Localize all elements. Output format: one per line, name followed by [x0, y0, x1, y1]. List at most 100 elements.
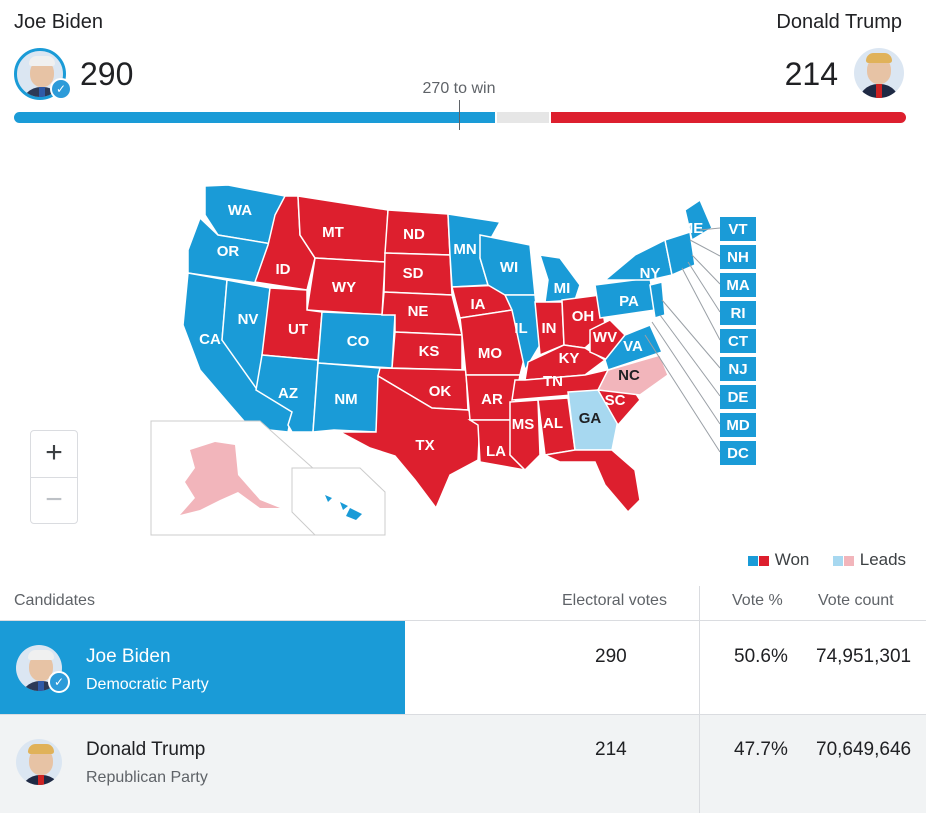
- table-row-trump[interactable]: Donald Trump Republican Party 214 47.7% …: [0, 715, 926, 813]
- svg-text:PA: PA: [619, 293, 639, 310]
- winner-check-icon: ✓: [50, 78, 72, 100]
- svg-text:TN: TN: [543, 373, 563, 390]
- row-divider: [0, 714, 926, 715]
- svg-text:RI: RI: [731, 305, 746, 322]
- state-MS: [509, 399, 541, 472]
- svg-text:MA: MA: [726, 277, 749, 294]
- svg-text:ND: ND: [403, 226, 425, 243]
- biden-row-highlight: [0, 621, 405, 714]
- svg-text:AZ: AZ: [278, 385, 298, 402]
- threshold-marker: [459, 100, 460, 130]
- svg-text:NM: NM: [334, 391, 357, 408]
- electoral-map[interactable]: WA OR CA NV ID MT WY UT AZ CO NM ND SD NE KS OK TX M…: [0, 0, 926, 545]
- state-NC: [596, 354, 669, 396]
- col-vote-pct: Vote %: [732, 592, 783, 609]
- svg-text:KY: KY: [559, 350, 580, 367]
- zoom-out-button[interactable]: −: [31, 477, 77, 524]
- svg-text:NH: NH: [727, 249, 749, 266]
- state-IL: [503, 294, 541, 373]
- trump-row-avatar: [16, 739, 62, 785]
- svg-text:WA: WA: [228, 202, 252, 219]
- trump-avatar: [854, 48, 904, 98]
- box-VT: VT: [720, 217, 756, 241]
- legend-won: Won: [748, 550, 809, 570]
- state-NM: [312, 362, 381, 433]
- svg-text:IN: IN: [542, 320, 557, 337]
- svg-text:VT: VT: [728, 221, 747, 238]
- box-NJ: NJ: [720, 357, 756, 381]
- trump-name: Donald Trump: [776, 11, 902, 33]
- svg-text:CT: CT: [728, 333, 748, 350]
- biden-progress-bar: [14, 112, 495, 123]
- col-separator: [699, 586, 700, 813]
- svg-text:CA: CA: [199, 331, 221, 348]
- undecided-progress-bar: [497, 112, 549, 123]
- col-electoral: Electoral votes: [562, 592, 667, 609]
- trump-row-count: 70,649,646: [816, 739, 912, 760]
- biden-row-name: Joe Biden: [86, 646, 171, 667]
- legend-leads-label: Leads: [859, 550, 907, 569]
- svg-text:OK: OK: [429, 383, 452, 400]
- col-vote-count: Vote count: [818, 592, 894, 609]
- box-MD: MD: [720, 413, 756, 437]
- svg-text:IA: IA: [471, 296, 486, 313]
- state-FL: [542, 449, 641, 514]
- svg-text:SD: SD: [403, 265, 424, 282]
- svg-text:WV: WV: [593, 329, 617, 346]
- svg-text:NV: NV: [238, 311, 259, 328]
- svg-text:MD: MD: [726, 417, 749, 434]
- svg-text:OH: OH: [572, 308, 595, 325]
- svg-text:NE: NE: [408, 303, 429, 320]
- svg-text:NC: NC: [618, 367, 640, 384]
- svg-text:WI: WI: [500, 259, 518, 276]
- table-row-biden[interactable]: ✓ Joe Biden Democratic Party 290 50.6% 7…: [0, 621, 926, 714]
- svg-text:CO: CO: [347, 333, 370, 350]
- box-DE: DE: [720, 385, 756, 409]
- svg-text:AR: AR: [481, 391, 503, 408]
- svg-text:NY: NY: [640, 265, 661, 282]
- threshold-label: 270 to win: [422, 80, 496, 97]
- biden-row-avatar: [16, 645, 62, 691]
- svg-text:MO: MO: [478, 345, 502, 362]
- col-candidates: Candidates: [14, 592, 95, 609]
- svg-text:SC: SC: [605, 392, 626, 409]
- legend-leads: Leads: [833, 550, 906, 570]
- state-NJ: [649, 281, 666, 319]
- svg-text:MS: MS: [512, 416, 535, 433]
- svg-text:UT: UT: [288, 321, 308, 338]
- svg-text:AL: AL: [543, 415, 563, 432]
- biden-row-party: Democratic Party: [86, 676, 209, 693]
- svg-text:MN: MN: [453, 241, 476, 258]
- svg-text:KS: KS: [419, 343, 440, 360]
- state-NE-small: [664, 231, 696, 277]
- trump-row-party: Republican Party: [86, 769, 208, 786]
- trump-electoral-votes: 214: [784, 56, 838, 92]
- svg-text:LA: LA: [486, 443, 506, 460]
- biden-row-count: 74,951,301: [816, 646, 912, 667]
- state-GA: [567, 389, 619, 451]
- svg-text:OR: OR: [217, 243, 240, 260]
- biden-electoral-votes: 290: [80, 56, 134, 92]
- trump-progress-bar: [551, 112, 906, 123]
- svg-text:DE: DE: [728, 389, 749, 406]
- svg-text:MT: MT: [322, 224, 344, 241]
- row-winner-check-icon: ✓: [48, 671, 70, 693]
- svg-text:GA: GA: [579, 410, 602, 427]
- table-divider: [0, 620, 926, 621]
- svg-text:DC: DC: [727, 445, 749, 462]
- svg-text:WY: WY: [332, 279, 356, 296]
- trump-row-name: Donald Trump: [86, 739, 206, 760]
- state-NY: [602, 238, 673, 281]
- biden-name: Joe Biden: [14, 11, 103, 33]
- state-TX: [339, 374, 481, 510]
- svg-text:ME: ME: [681, 220, 704, 237]
- svg-text:TX: TX: [415, 437, 434, 454]
- svg-text:ID: ID: [276, 261, 291, 278]
- box-CT: CT: [720, 329, 756, 353]
- legend-won-label: Won: [774, 550, 810, 569]
- svg-text:IL: IL: [514, 320, 527, 337]
- zoom-controls: + −: [30, 430, 78, 524]
- zoom-in-button[interactable]: +: [45, 436, 63, 469]
- box-DC: DC: [720, 441, 756, 465]
- inset-alaska-hawaii[interactable]: [150, 420, 386, 536]
